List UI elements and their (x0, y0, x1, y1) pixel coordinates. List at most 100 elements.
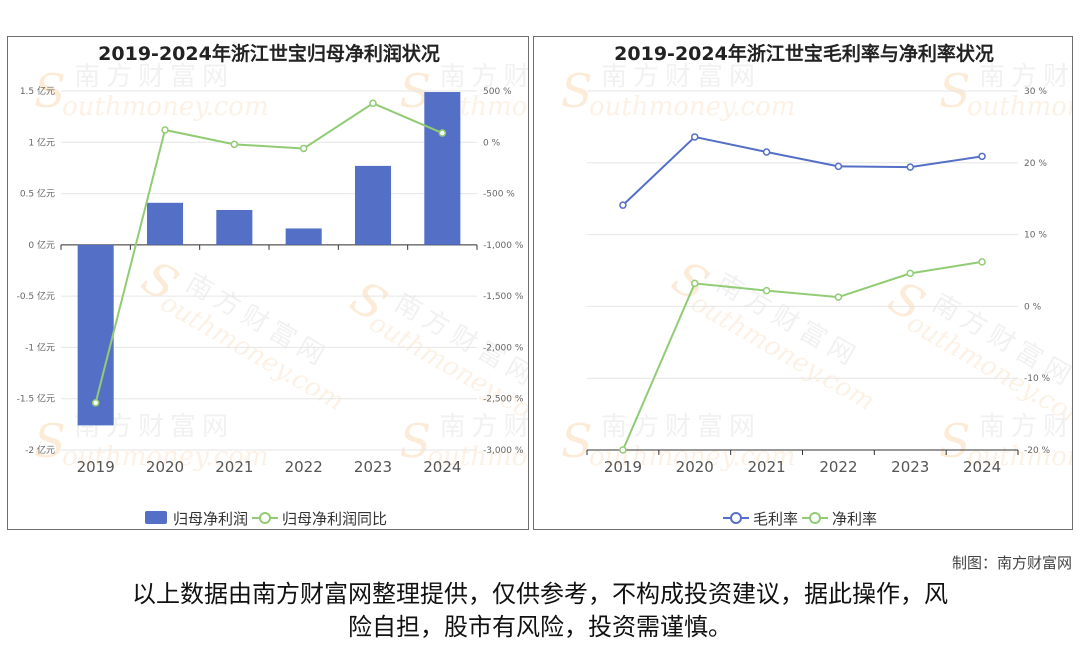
series-line (94, 102, 443, 404)
x-tick-label: 2021 (215, 458, 253, 476)
x-tick-label: 2022 (285, 458, 323, 476)
margin-chart: S南方财富网outhmoney.comS南方财富网outhmoney.comS南… (561, 42, 1073, 528)
watermark-cn: 南方财富网 (440, 62, 530, 92)
legend-label: 毛利率 (753, 510, 798, 528)
y-left-tick-label: -1 亿元 (25, 341, 55, 353)
y-right-tick-label: 20 % (1024, 159, 1047, 169)
disclaimer-text: 以上数据由南方财富网整理提供，仅供参考，不构成投资建议，据此操作，风 险自担，股… (0, 578, 1080, 644)
watermark-en: outhmoney.com (428, 442, 530, 472)
y-left-tick-label: 1 亿元 (28, 136, 55, 148)
watermark-en: outhmoney.com (967, 442, 1073, 472)
x-tick-label: 2022 (819, 458, 857, 476)
watermark-en: outhmoney.com (589, 92, 795, 122)
y-right-tick-label: -20 % (1024, 446, 1051, 456)
bar-2021 (216, 209, 253, 245)
point-2021 (762, 286, 771, 295)
legend-item: 毛利率 (723, 510, 798, 528)
legend-label: 净利率 (832, 510, 877, 528)
y-right-tick-label: -2,000 % (483, 343, 524, 353)
series-line (621, 260, 983, 451)
y-right-tick-label: -1,000 % (483, 241, 524, 251)
x-tick-label: 2023 (891, 458, 929, 476)
watermark-cn: 南方财富网 (979, 412, 1073, 442)
point-2022 (299, 144, 308, 153)
point-2019 (91, 399, 100, 407)
y-left-tick-label: 1.5 亿元 (20, 85, 55, 97)
point-2020 (161, 126, 169, 134)
point-2022 (834, 162, 843, 171)
watermark-letter: S (34, 64, 66, 118)
x-tick-label: 2019 (77, 458, 115, 476)
point-2020 (691, 279, 699, 288)
y-right-tick-label: -1,500 % (483, 292, 524, 302)
point-2023 (369, 99, 377, 108)
y-right-tick-label: -500 % (483, 190, 515, 200)
chart-title: 2019-2024年浙江世宝归母净利润状况 (98, 42, 440, 65)
y-right-tick-label: 500 % (483, 87, 512, 97)
x-tick-label: 2024 (963, 458, 1001, 476)
watermark-letter: S (561, 414, 593, 468)
legend-item: 归母净利润 (145, 510, 248, 528)
bar-2022 (285, 228, 322, 245)
point-2023 (906, 269, 914, 278)
point-2021 (230, 140, 239, 149)
x-tick-label: 2021 (747, 458, 785, 476)
point-2022 (834, 293, 843, 301)
margin-chart-panel: S南方财富网outhmoney.comS南方财富网outhmoney.comS南… (533, 36, 1073, 530)
y-right-tick-label: -10 % (1024, 374, 1051, 384)
legend-swatch-marker (259, 512, 271, 524)
watermark-letter: S (34, 414, 66, 468)
disclaimer-line-2: 险自担，股市有风险，投资需谨慎。 (348, 613, 732, 641)
watermark-cn: 南方财富网 (440, 412, 530, 442)
legend-swatch-marker (730, 512, 742, 524)
x-tick-label: 2020 (676, 458, 714, 476)
point-2024 (978, 152, 986, 161)
watermark-letter: S (939, 414, 971, 468)
legend-swatch-bar (145, 511, 167, 524)
legend-item: 归母净利润同比 (252, 510, 387, 528)
disclaimer-line-1: 以上数据由南方财富网整理提供，仅供参考，不构成投资建议，据此操作，风 (132, 580, 948, 608)
watermark-en: outhmoney.com (62, 92, 268, 122)
point-2021 (762, 148, 771, 156)
legend-label: 归母净利润 (173, 510, 248, 528)
y-right-tick-label: -2,500 % (483, 395, 524, 405)
point-2019 (619, 201, 627, 209)
watermark-en: outhmoney.com (62, 442, 268, 472)
watermark-cn: 南方财富网 (74, 62, 234, 92)
bar-2019 (77, 244, 114, 426)
point-2019 (619, 446, 627, 454)
watermark-letter: S (400, 414, 432, 468)
legend-swatch-marker (809, 512, 821, 524)
point-2024 (438, 129, 447, 137)
chart-title: 2019-2024年浙江世宝毛利率与净利率状况 (614, 42, 994, 65)
bar-2024 (424, 92, 461, 245)
y-right-tick-label: 30 % (1024, 87, 1047, 97)
watermark: S南方财富网outhmoney.comS南方财富网outhmoney.comS南… (561, 62, 1073, 472)
series-line (622, 135, 983, 206)
legend-label: 归母净利润同比 (282, 510, 387, 528)
y-right-tick-label: 0 % (1024, 302, 1042, 312)
chart-credit: 制图：南方财富网 (951, 554, 1072, 572)
x-tick-label: 2019 (604, 458, 642, 476)
y-left-tick-label: -1.5 亿元 (17, 393, 55, 405)
x-tick-label: 2024 (423, 458, 461, 476)
y-right-tick-label: 0 % (483, 138, 501, 148)
watermark-en: outhmoney.com (967, 92, 1073, 122)
watermark-cn: 南方财富网 (601, 412, 761, 442)
point-2024 (978, 258, 986, 266)
y-right-tick-label: 10 % (1024, 231, 1047, 241)
y-right-tick-label: -3,000 % (483, 446, 524, 456)
x-tick-label: 2020 (146, 458, 184, 476)
x-tick-label: 2023 (354, 458, 392, 476)
y-left-tick-label: -2 亿元 (25, 444, 55, 456)
y-left-tick-label: 0.5 亿元 (20, 188, 55, 200)
point-2020 (691, 133, 699, 141)
